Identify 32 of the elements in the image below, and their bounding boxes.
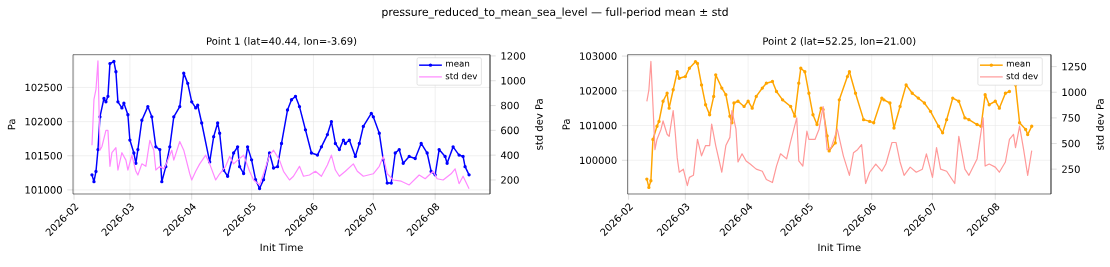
y2-axis-title: std dev Pa	[1095, 99, 1104, 150]
y-tick-label: 100000	[580, 156, 617, 165]
y2-tick-label: 250	[1062, 165, 1080, 173]
y-tick-label: 101000	[25, 186, 62, 194]
y2-tick-label: 600	[501, 126, 519, 135]
text: pressure_reduced_to_mean_sea_level — full-period mean ± std	[382, 7, 728, 19]
y2-tick-label: 200	[501, 176, 519, 184]
y2-tick-label: 1200	[501, 52, 526, 60]
y2-tick-label: 1000	[1062, 88, 1087, 97]
y-axis-title: Pa	[562, 119, 570, 130]
y2-tick-label: 750	[1062, 114, 1080, 122]
legend-label: std dev	[1006, 72, 1038, 80]
y2-tick-label: 500	[1062, 139, 1080, 148]
y-tick-label: 101000	[580, 121, 617, 130]
chart-title: Point 2 (lat=52.25, lon=21.00)	[763, 37, 916, 46]
y-tick-label: 102000	[25, 117, 62, 126]
chart-title: Point 1 (lat=40.44, lon=-3.69)	[206, 37, 357, 46]
y-tick-label: 101500	[25, 151, 62, 160]
y2-tick-label: 1250	[1062, 62, 1087, 71]
x-axis-title: Init Time	[818, 243, 861, 252]
legend-label: std dev	[445, 72, 478, 80]
y2-tick-label: 1000	[501, 76, 526, 85]
x-axis-title: Init Time	[260, 243, 303, 252]
y2-axis-title: std dev Pa	[535, 99, 543, 150]
y-tick-label: 102000	[580, 87, 617, 95]
y-tick-label: 102500	[25, 83, 62, 92]
y2-tick-label: 800	[501, 101, 519, 110]
legend-label: mean	[1006, 61, 1030, 67]
y-axis-title: Pa	[7, 119, 16, 130]
legend-label: mean	[446, 61, 470, 67]
y2-tick-label: 400	[500, 151, 519, 159]
y-tick-label: 103000	[580, 52, 617, 60]
